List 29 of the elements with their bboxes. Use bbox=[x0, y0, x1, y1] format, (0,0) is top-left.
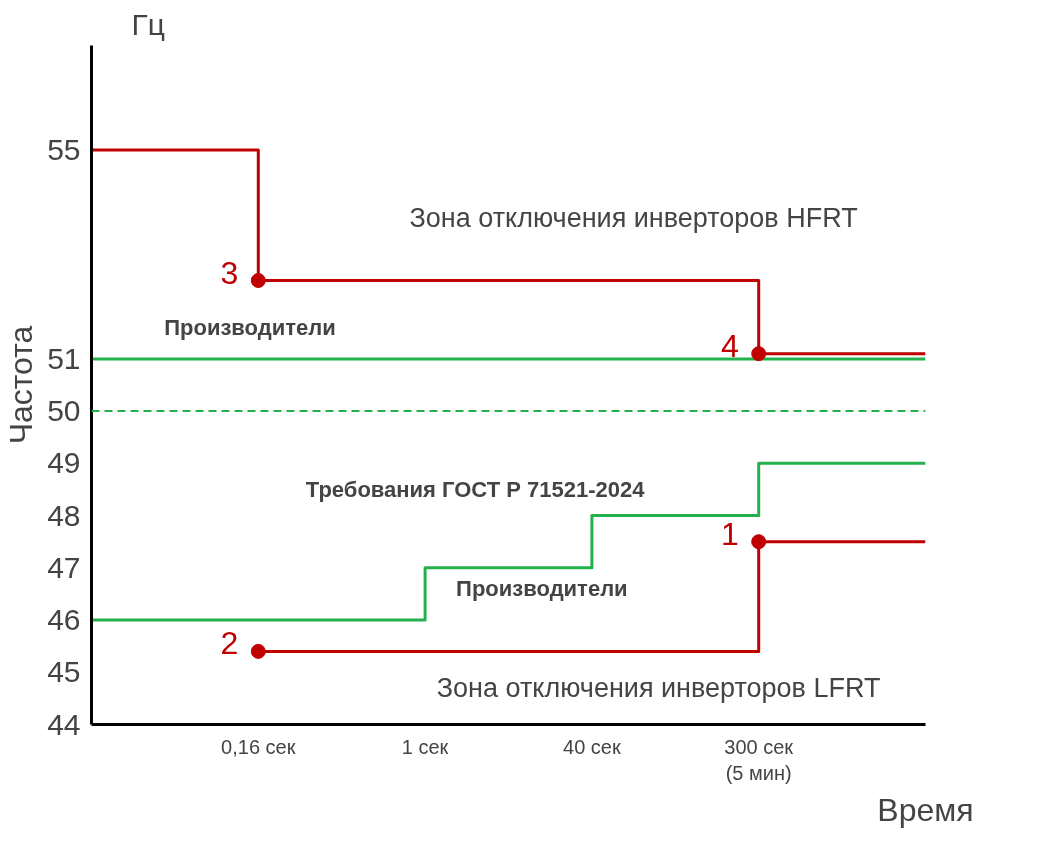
annotation: Зона отключения инверторов LFRT bbox=[436, 672, 881, 703]
annotation: Производители bbox=[456, 576, 628, 602]
y-tick-label: 51 bbox=[47, 341, 81, 375]
x-tick-label: 0,16 сек bbox=[221, 735, 296, 758]
text: Гц bbox=[131, 7, 165, 41]
x-tick-label: 300 сек (5 мин) bbox=[724, 735, 794, 784]
annotation: Производители bbox=[164, 315, 336, 341]
annotation: 1 bbox=[720, 515, 739, 552]
annotation: Требования ГОСТ Р 71521-2024 bbox=[305, 476, 646, 502]
point bbox=[751, 346, 767, 362]
point bbox=[250, 643, 266, 659]
y-tick-label: 47 bbox=[47, 550, 81, 584]
annotation: Зона отключения инверторов HFRT bbox=[409, 202, 858, 233]
y-tick-label: 44 bbox=[47, 707, 81, 741]
y-tick-label: 45 bbox=[47, 655, 81, 689]
x-tick-label: 40 сек bbox=[563, 735, 621, 758]
x-tick-label: 1 сек bbox=[401, 735, 449, 758]
y-tick-label: 48 bbox=[47, 498, 81, 532]
y-tick-label: 55 bbox=[47, 132, 81, 166]
point bbox=[751, 534, 767, 550]
y-axis-title: Частота bbox=[3, 325, 40, 445]
x-axis-title: Время bbox=[877, 791, 974, 828]
y-tick-label: 50 bbox=[47, 394, 81, 428]
y-tick-label: 46 bbox=[47, 603, 81, 637]
annotation: 4 bbox=[720, 327, 739, 364]
annotation: 3 bbox=[220, 254, 239, 291]
point bbox=[250, 273, 266, 289]
y-tick-label: 49 bbox=[47, 446, 81, 480]
annotation: 2 bbox=[220, 625, 239, 662]
